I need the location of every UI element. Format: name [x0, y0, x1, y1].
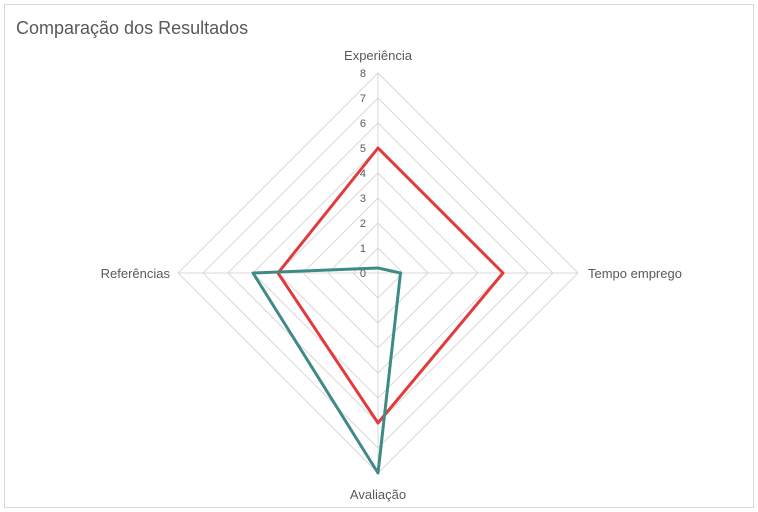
tick-label: 3 [360, 193, 366, 205]
category-label: Avaliação [350, 487, 406, 502]
tick-label: 1 [360, 243, 366, 255]
category-label: Referências [101, 266, 171, 281]
tick-label: 0 [360, 268, 366, 280]
tick-label: 4 [360, 168, 366, 180]
tick-label: 6 [360, 118, 366, 130]
tick-label: 8 [360, 68, 366, 80]
category-label: Experiência [344, 48, 413, 63]
tick-label: 5 [360, 143, 366, 155]
series-2-line [251, 266, 402, 475]
category-label: Tempo emprego [588, 266, 682, 281]
tick-label: 7 [360, 93, 366, 105]
chart-frame [4, 4, 754, 508]
tick-label: 2 [360, 218, 366, 230]
chart-title: Comparação dos Resultados [16, 18, 249, 38]
series-1-line [276, 146, 505, 425]
